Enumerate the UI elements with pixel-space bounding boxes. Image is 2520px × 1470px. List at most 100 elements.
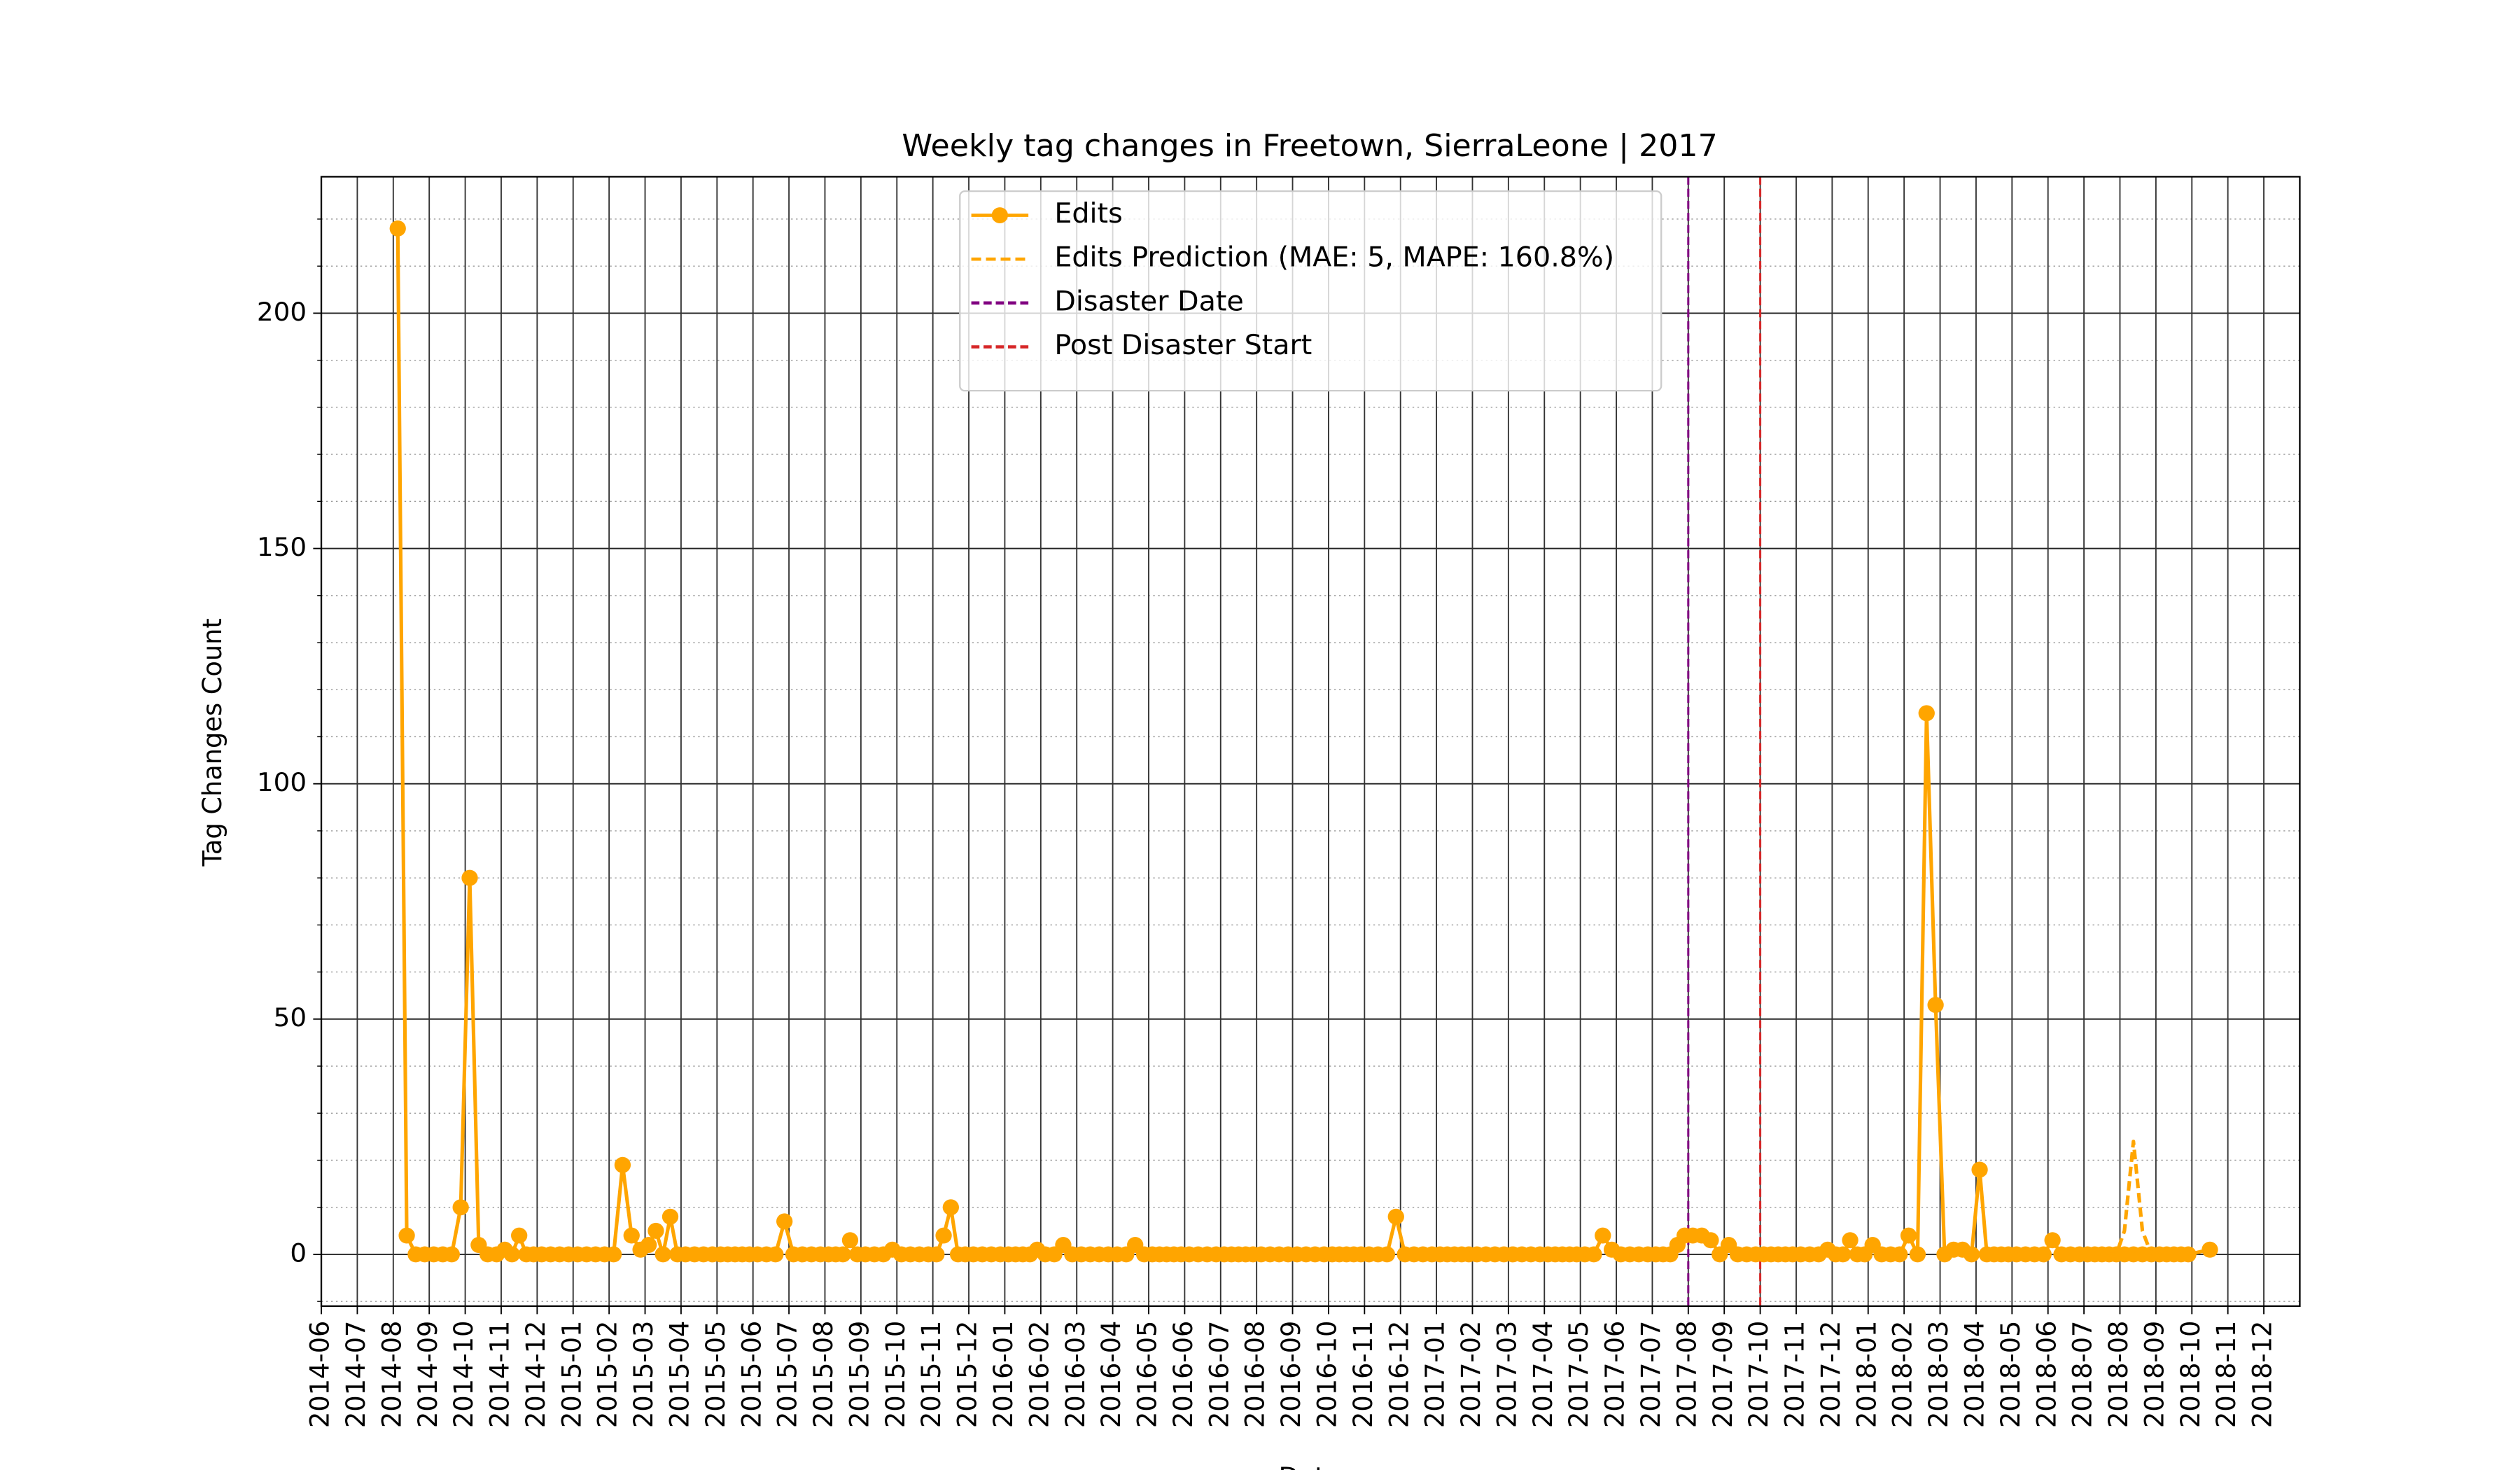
x-axis-label: Date xyxy=(1279,1462,1341,1470)
x-tick-label: 2014-09 xyxy=(413,1321,443,1428)
x-tick-label: 2018-10 xyxy=(2176,1321,2206,1428)
data-line xyxy=(2109,1140,2153,1256)
data-point xyxy=(398,1227,415,1244)
x-tick-label: 2014-08 xyxy=(377,1321,407,1428)
x-tick-label: 2015-09 xyxy=(844,1321,874,1428)
x-tick-label: 2018-05 xyxy=(1996,1321,2026,1428)
x-tick-label: 2018-08 xyxy=(2104,1321,2134,1428)
y-axis-label: Tag Changes Count xyxy=(197,618,227,867)
data-point xyxy=(623,1227,640,1244)
x-tick-label: 2016-05 xyxy=(1132,1321,1162,1428)
data-point xyxy=(1842,1232,1858,1249)
x-tick-label: 2017-11 xyxy=(1779,1321,1809,1428)
x-tick-label: 2018-03 xyxy=(1924,1321,1954,1428)
x-tick-label: 2014-06 xyxy=(304,1321,335,1428)
data-point xyxy=(654,1246,671,1263)
data-point xyxy=(1900,1227,1917,1244)
data-point xyxy=(1927,997,1944,1014)
data-point xyxy=(1702,1232,1719,1249)
data-point xyxy=(1586,1246,1602,1263)
data-point xyxy=(614,1156,631,1173)
x-tick-label: 2016-03 xyxy=(1060,1321,1091,1428)
x-tick-label: 2018-11 xyxy=(2211,1321,2241,1428)
x-tick-label: 2016-06 xyxy=(1168,1321,1198,1428)
legend-label: Post Disaster Start xyxy=(1054,330,1312,361)
data-point xyxy=(452,1199,469,1216)
x-tick-label: 2015-01 xyxy=(556,1321,587,1428)
x-tick-label: 2017-09 xyxy=(1708,1321,1738,1428)
x-tick-label: 2015-05 xyxy=(701,1321,731,1428)
y-tick-label: 0 xyxy=(290,1238,307,1268)
data-point xyxy=(928,1246,945,1263)
data-point xyxy=(1595,1227,1611,1244)
data-point xyxy=(2202,1241,2218,1258)
y-tick-label: 200 xyxy=(257,297,307,327)
x-tick-label: 2016-07 xyxy=(1204,1321,1234,1428)
data-point xyxy=(1835,1246,1851,1263)
x-tick-label: 2014-12 xyxy=(521,1321,551,1428)
x-tick-label: 2015-11 xyxy=(916,1321,946,1428)
plot-frame xyxy=(320,176,2301,1308)
data-point xyxy=(1918,705,1935,722)
data-point xyxy=(776,1213,793,1230)
x-tick-label: 2014-07 xyxy=(341,1321,371,1428)
chart-title: Weekly tag changes in Freetown, SierraLe… xyxy=(902,128,1717,164)
data-point xyxy=(503,1246,521,1263)
x-tick-label: 2015-04 xyxy=(664,1321,694,1428)
data-point xyxy=(935,1227,952,1244)
x-tick-label: 2016-10 xyxy=(1312,1321,1342,1428)
x-tick-label: 2015-03 xyxy=(629,1321,659,1428)
data-point xyxy=(640,1237,657,1253)
x-tick-label: 2017-08 xyxy=(1672,1321,1702,1428)
y-tick-label: 150 xyxy=(257,532,307,562)
data-point xyxy=(605,1246,622,1263)
x-tick-label: 2017-07 xyxy=(1636,1321,1666,1428)
x-tick-label: 2018-02 xyxy=(1887,1321,1917,1428)
x-tick-label: 2018-06 xyxy=(2031,1321,2062,1428)
x-tick-label: 2015-06 xyxy=(736,1321,766,1428)
data-point xyxy=(767,1246,784,1263)
data-point xyxy=(443,1246,460,1263)
x-tick-label: 2016-04 xyxy=(1096,1321,1126,1428)
x-tick-label: 2018-04 xyxy=(1959,1321,1989,1428)
x-tick-label: 2017-05 xyxy=(1564,1321,1594,1428)
data-point xyxy=(1963,1246,1980,1263)
x-tick-label: 2014-10 xyxy=(449,1321,479,1428)
x-tick-label: 2018-01 xyxy=(1851,1321,1882,1428)
data-point xyxy=(511,1227,528,1244)
data-point xyxy=(942,1199,959,1216)
x-tick-label: 2016-11 xyxy=(1348,1321,1378,1428)
x-tick-label: 2015-12 xyxy=(952,1321,982,1428)
x-tick-label: 2014-11 xyxy=(484,1321,514,1428)
x-tick-label: 2017-03 xyxy=(1492,1321,1522,1428)
data-point xyxy=(1891,1246,1908,1263)
x-tick-label: 2017-12 xyxy=(1816,1321,1846,1428)
legend-label: Edits Prediction (MAE: 5, MAPE: 160.8%) xyxy=(1054,242,1614,274)
x-tick-label: 2016-08 xyxy=(1240,1321,1270,1428)
data-point xyxy=(1387,1208,1404,1225)
x-tick-label: 2016-12 xyxy=(1384,1321,1414,1428)
x-tick-label: 2016-09 xyxy=(1276,1321,1306,1428)
x-tick-label: 2018-09 xyxy=(2139,1321,2169,1428)
data-point xyxy=(2035,1246,2052,1263)
data-point xyxy=(2180,1246,2197,1263)
x-tick-label: 2017-06 xyxy=(1600,1321,1630,1428)
y-tick-label: 100 xyxy=(257,767,307,797)
x-tick-label: 2016-01 xyxy=(988,1321,1018,1428)
x-tick-label: 2018-12 xyxy=(2247,1321,2277,1428)
x-tick-label: 2018-07 xyxy=(2067,1321,2097,1428)
legend-label: Disaster Date xyxy=(1054,286,1243,318)
data-point xyxy=(1971,1161,1988,1178)
x-tick-label: 2017-01 xyxy=(1420,1321,1450,1428)
legend-box xyxy=(959,190,1662,392)
data-point xyxy=(648,1222,664,1239)
data-point xyxy=(1378,1246,1396,1263)
legend-label: Edits xyxy=(1054,198,1122,230)
x-tick-label: 2017-02 xyxy=(1456,1321,1486,1428)
x-tick-label: 2015-10 xyxy=(881,1321,911,1428)
legend-marker xyxy=(991,207,1008,224)
x-tick-label: 2017-10 xyxy=(1744,1321,1774,1428)
x-tick-label: 2015-08 xyxy=(808,1321,839,1428)
data-point xyxy=(1909,1246,1926,1263)
